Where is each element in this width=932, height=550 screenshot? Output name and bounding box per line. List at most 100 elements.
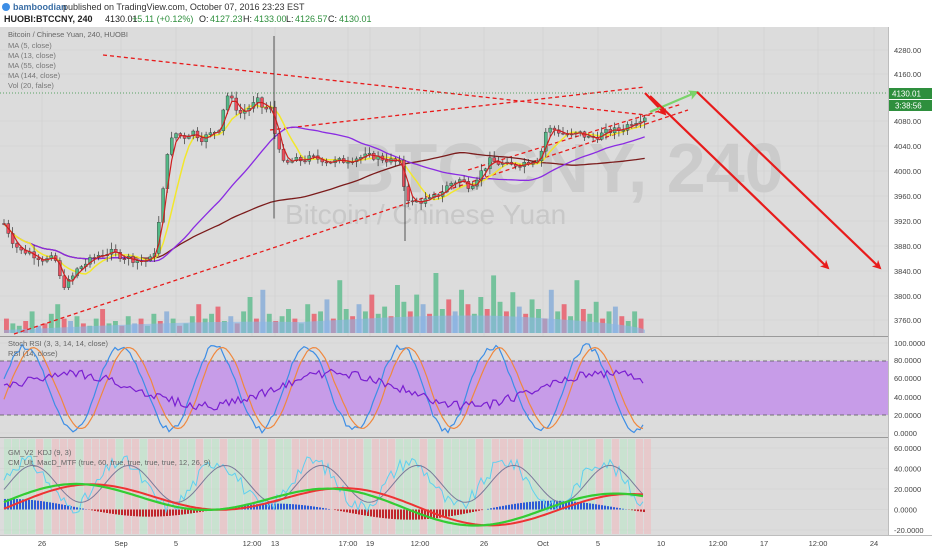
macd-hist-bar — [142, 509, 144, 517]
kdj-stripe — [404, 439, 411, 534]
kdj-stripe — [452, 439, 459, 534]
volume-bar — [478, 297, 484, 333]
kdj-stripe — [588, 439, 595, 534]
legend-ma5: MA (5, close) — [8, 41, 52, 50]
volume-bar — [491, 275, 497, 333]
kdj-stripe — [244, 439, 251, 534]
author-name[interactable]: bamboodian — [13, 2, 67, 12]
kdj-stripe — [436, 439, 443, 534]
candle-body — [109, 249, 114, 255]
macd-hist-bar — [265, 503, 267, 510]
kdj-stripe — [620, 439, 627, 534]
kdj-stripe — [364, 439, 371, 534]
short-arrow[interactable] — [644, 92, 667, 116]
kdj-stripe — [76, 439, 83, 534]
candle-body — [88, 257, 92, 265]
macd-hist-bar — [388, 509, 390, 519]
macd-hist-bar — [355, 509, 357, 514]
macd-hist-bar — [463, 509, 465, 514]
macd-hist-bar — [454, 509, 456, 516]
projection-arrow-1[interactable] — [649, 95, 830, 270]
candle-body — [264, 106, 268, 110]
lower-trendline[interactable] — [13, 109, 689, 335]
stoch-y-tick-label: 100.0000 — [894, 339, 925, 348]
y-tick-label: 3880.00 — [894, 242, 921, 251]
inner-lower-trendline[interactable] — [467, 103, 683, 171]
candle-body — [92, 257, 97, 259]
x-tick-label: Sep — [114, 539, 127, 548]
candle-body — [36, 257, 41, 260]
candle-body — [303, 160, 307, 163]
macd-hist-bar — [259, 504, 261, 510]
upper-trendline[interactable] — [102, 54, 656, 117]
macd-hist-bar — [301, 505, 303, 510]
ma13-line — [3, 104, 645, 275]
projection-arrow-2[interactable] — [696, 91, 882, 270]
macd-hist-bar — [634, 509, 636, 511]
macd-hist-bar — [190, 509, 192, 514]
macd-hist-bar — [385, 509, 387, 519]
candle-body — [208, 132, 213, 135]
volume-bar — [48, 313, 54, 333]
kdj-stripe — [276, 439, 283, 534]
kdj-stripe — [524, 439, 531, 534]
kdj-stripe — [180, 439, 187, 534]
candle-body — [621, 130, 625, 132]
macd-hist-bar — [547, 500, 549, 510]
volume-bar — [215, 306, 221, 333]
macd-hist-bar — [175, 509, 177, 516]
volume-bar — [510, 292, 516, 333]
kdj-stripe — [212, 439, 219, 534]
x-tick-label: 26 — [480, 539, 488, 548]
macd-hist-bar — [502, 505, 504, 510]
bounce-arrow[interactable] — [649, 90, 699, 114]
candle-body — [346, 161, 350, 164]
kdj-stripe — [508, 439, 515, 534]
macd-hist-bar — [514, 503, 516, 510]
stoch-d-line — [3, 346, 644, 430]
macd-hist-bar — [97, 509, 99, 512]
macd-hist-bar — [343, 509, 345, 512]
x-tick-label: 5 — [174, 539, 178, 548]
candle-body — [410, 200, 415, 203]
macd-hist-bar — [256, 504, 258, 510]
kdj-d-line — [3, 464, 644, 503]
kdj-stripe — [412, 439, 419, 534]
macd-hist-bar — [76, 507, 78, 510]
kdj-y-tick-label: 20.0000 — [894, 485, 921, 494]
macd-hist-bar — [517, 503, 519, 510]
close-value: 4130.01 — [339, 14, 372, 24]
macd-hist-bar — [505, 505, 507, 510]
price-axis[interactable] — [888, 27, 932, 535]
time-axis[interactable] — [0, 535, 932, 550]
y-tick-label: 3960.00 — [894, 192, 921, 201]
volume-bar — [356, 304, 362, 333]
kdj-y-tick-label: -20.0000 — [894, 526, 924, 535]
macd-hist-bar — [598, 504, 600, 510]
macd-hist-bar — [106, 509, 108, 514]
symbol-label[interactable]: HUOBI:BTCCNY, 240 — [4, 14, 93, 24]
y-tick-label: 4160.00 — [894, 70, 921, 79]
macd-hist-bar — [289, 504, 291, 510]
kdj-stripe — [612, 439, 619, 534]
macd-hist-bar — [322, 507, 324, 510]
x-tick-label: 12:00 — [709, 539, 728, 548]
macd-hist-bar — [559, 500, 561, 510]
candle-body — [385, 159, 389, 163]
legend-ma144: MA (144, close) — [8, 71, 61, 80]
x-tick-label: 12:00 — [411, 539, 430, 548]
volume-bar — [638, 318, 644, 333]
candle-body — [277, 133, 281, 150]
y-tick-label: 3920.00 — [894, 217, 921, 226]
macd-hist-bar — [328, 508, 330, 510]
kdj-k-line — [3, 455, 644, 514]
kdj-stripe — [444, 439, 451, 534]
macd-hist-bar — [118, 509, 120, 515]
candle-body — [79, 266, 84, 270]
macd-hist-bar — [121, 509, 123, 516]
macd-hist-bar — [109, 509, 111, 514]
kdj-background-stripes — [4, 439, 651, 534]
kdj-stripe — [164, 439, 171, 534]
macd-hist-bar — [397, 509, 399, 520]
macd-hist-bar — [43, 501, 45, 510]
